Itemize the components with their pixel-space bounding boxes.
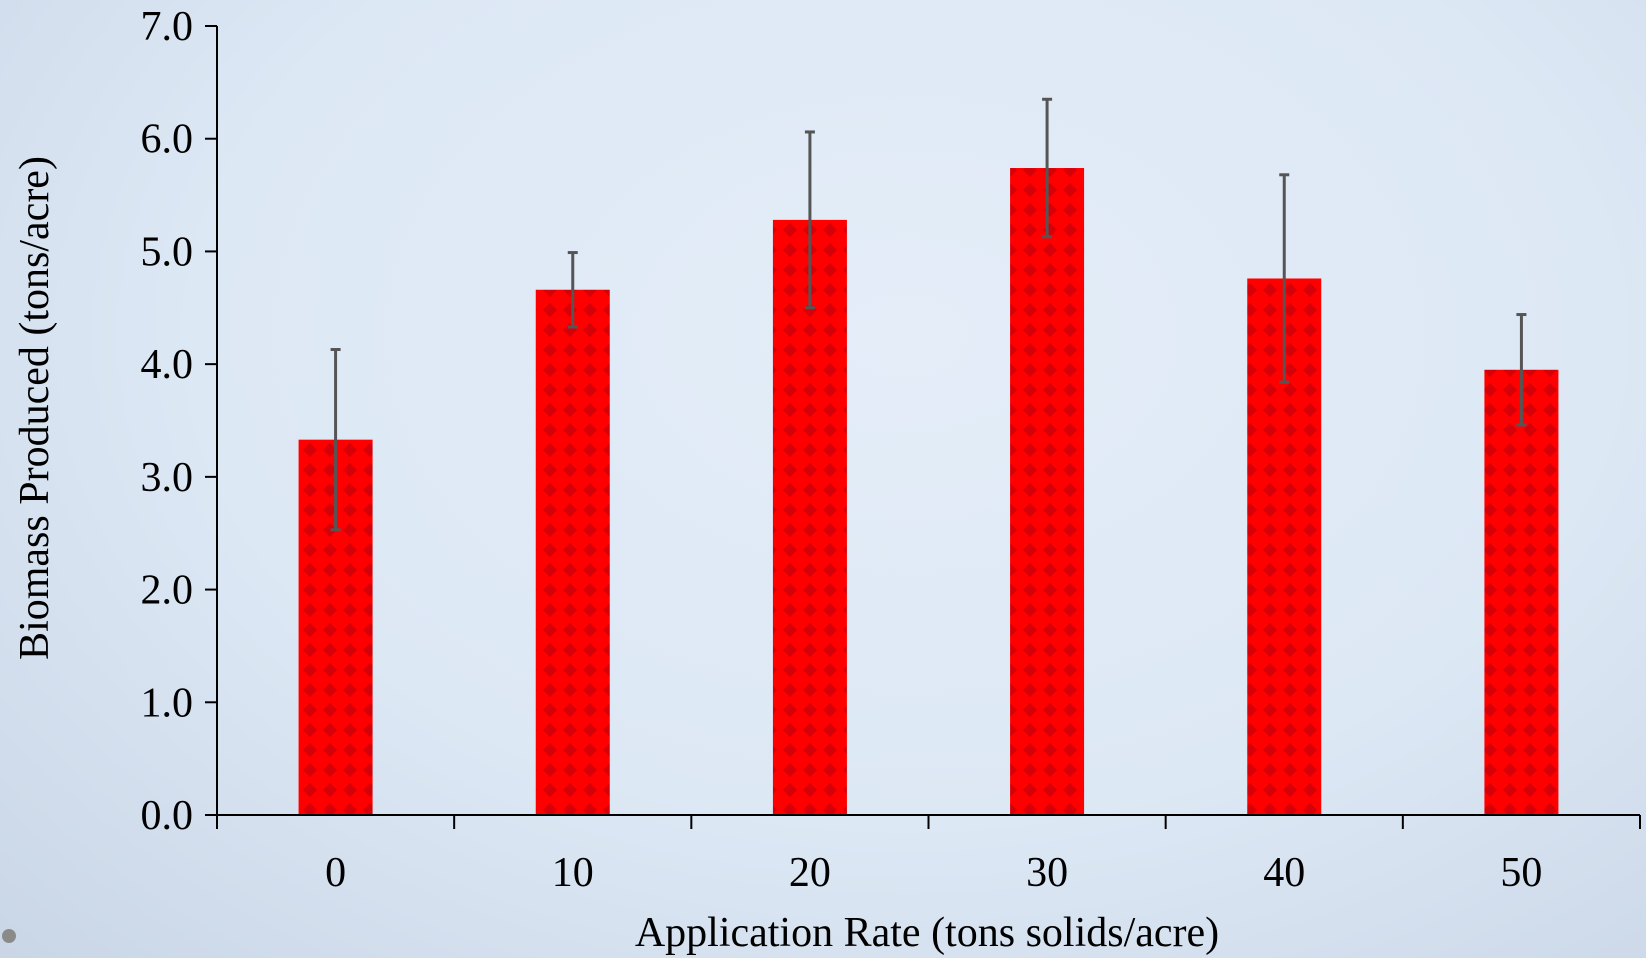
- bar-30: [1010, 168, 1085, 815]
- x-tick-label-0: 0: [325, 850, 346, 896]
- x-axis-title: Application Rate (tons solids/acre): [635, 910, 1219, 956]
- x-tick-label-30: 30: [1026, 850, 1068, 896]
- x-tick-label-20: 20: [789, 850, 831, 896]
- y-tick-label-2.0: 2.0: [141, 568, 194, 614]
- y-tick-label-1.0: 1.0: [141, 680, 194, 726]
- y-tick-label-0.0: 0.0: [141, 793, 194, 839]
- bar-10: [535, 289, 610, 815]
- y-tick-label-3.0: 3.0: [141, 455, 194, 501]
- x-tick-label-40: 40: [1263, 850, 1305, 896]
- x-tick-label-10: 10: [552, 850, 594, 896]
- bar-20: [772, 219, 847, 815]
- y-axis-title: Biomass Produced (tons/acre): [12, 156, 58, 660]
- plot-area: 0.0 1.0 2.0 3.0 4.0 5.0 6.0 7.0 0 10 20 30 40 50: [141, 4, 1641, 896]
- y-tick-label-4.0: 4.0: [141, 342, 194, 388]
- bar-50: [1484, 369, 1559, 815]
- x-tick-label-50: 50: [1500, 850, 1542, 896]
- y-tick-label-7.0: 7.0: [141, 4, 194, 50]
- y-tick-label-5.0: 5.0: [141, 229, 194, 275]
- slide-bullet-dot: [2, 929, 16, 943]
- y-tick-label-6.0: 6.0: [141, 117, 194, 163]
